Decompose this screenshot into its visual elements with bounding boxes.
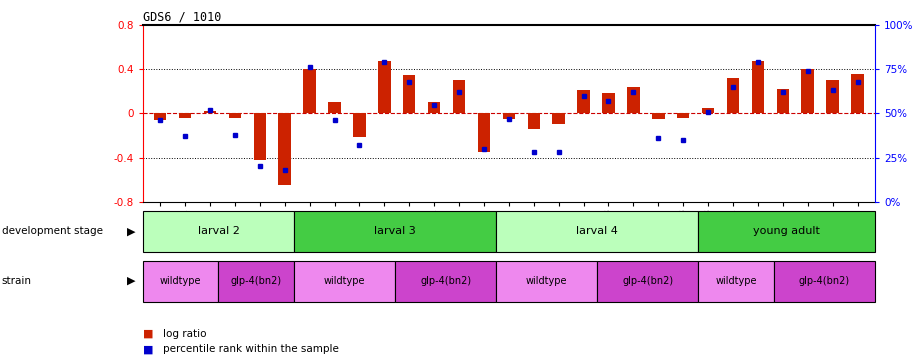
Bar: [727, 78, 740, 114]
Bar: [204, 111, 216, 114]
Bar: [478, 114, 490, 152]
Bar: [677, 114, 690, 118]
Text: strain: strain: [2, 276, 32, 286]
Bar: [328, 102, 341, 114]
Text: ▶: ▶: [127, 276, 135, 286]
Text: larval 3: larval 3: [374, 226, 416, 236]
Text: wildtype: wildtype: [160, 276, 202, 286]
Text: young adult: young adult: [753, 226, 820, 236]
Text: development stage: development stage: [2, 226, 103, 236]
Text: GDS6 / 1010: GDS6 / 1010: [143, 11, 221, 24]
Bar: [253, 114, 266, 160]
Bar: [627, 87, 639, 114]
Bar: [403, 75, 415, 114]
Text: glp-4(bn2): glp-4(bn2): [799, 276, 850, 286]
Bar: [428, 102, 440, 114]
Bar: [652, 114, 665, 119]
Bar: [179, 114, 192, 118]
Bar: [453, 80, 465, 114]
Bar: [228, 114, 241, 118]
Text: ■: ■: [143, 344, 153, 354]
Bar: [776, 89, 789, 114]
Bar: [503, 114, 515, 119]
Text: ▶: ▶: [127, 226, 135, 236]
Text: percentile rank within the sample: percentile rank within the sample: [163, 344, 339, 354]
Bar: [602, 94, 614, 114]
Text: glp-4(bn2): glp-4(bn2): [231, 276, 282, 286]
Bar: [801, 69, 814, 114]
Text: wildtype: wildtype: [526, 276, 567, 286]
Bar: [702, 108, 715, 114]
Text: wildtype: wildtype: [716, 276, 757, 286]
Text: ■: ■: [143, 329, 153, 339]
Bar: [303, 69, 316, 114]
Bar: [851, 74, 864, 114]
Text: larval 2: larval 2: [198, 226, 239, 236]
Bar: [752, 61, 764, 114]
Bar: [278, 114, 291, 185]
Bar: [577, 90, 589, 114]
Bar: [379, 61, 391, 114]
Text: glp-4(bn2): glp-4(bn2): [420, 276, 472, 286]
Text: glp-4(bn2): glp-4(bn2): [623, 276, 673, 286]
Bar: [553, 114, 565, 124]
Text: larval 4: larval 4: [577, 226, 618, 236]
Bar: [826, 80, 839, 114]
Text: wildtype: wildtype: [324, 276, 366, 286]
Bar: [528, 114, 540, 129]
Bar: [353, 114, 366, 136]
Bar: [154, 114, 167, 120]
Text: log ratio: log ratio: [163, 329, 206, 339]
